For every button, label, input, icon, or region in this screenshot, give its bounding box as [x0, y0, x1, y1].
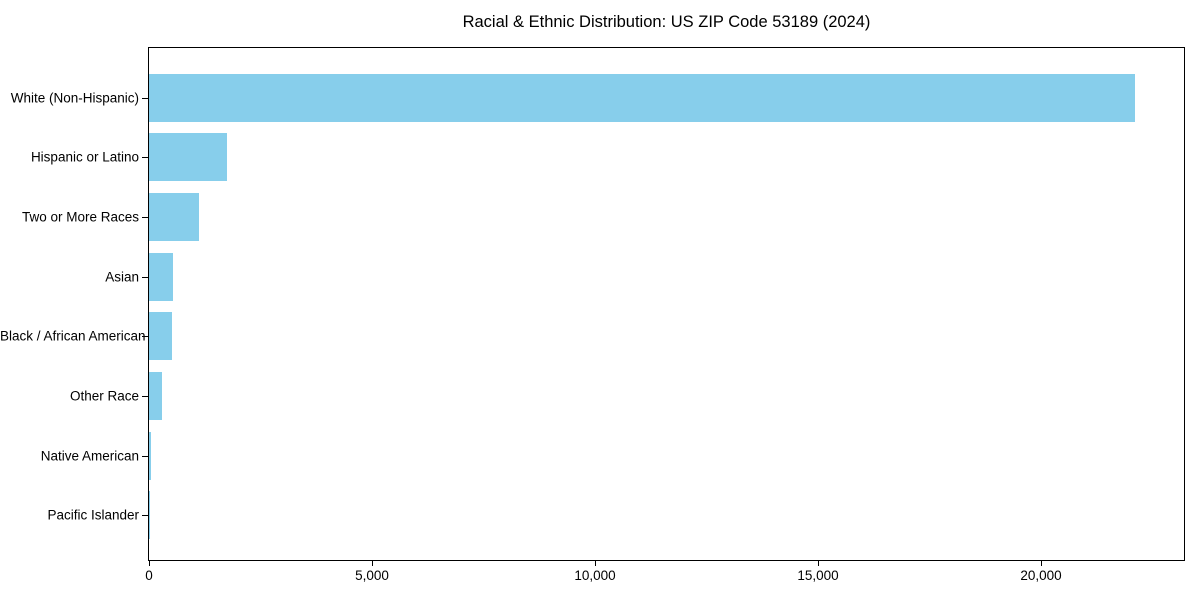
- y-tick-label: Native American: [40, 448, 139, 464]
- y-axis-tick: [142, 396, 148, 397]
- bar: [149, 252, 173, 301]
- x-tick-label: 0: [145, 568, 153, 583]
- y-axis-tick: [142, 455, 148, 457]
- chart-title: Racial & Ethnic Distribution: US ZIP Cod…: [462, 13, 871, 31]
- y-tick-label: Hispanic or Latino: [30, 149, 139, 165]
- y-axis-tick: [142, 157, 148, 159]
- x-axis-tick: [818, 561, 820, 566]
- y-tick-label: White (Non-Hispanic): [10, 90, 139, 106]
- x-axis-tick: [595, 561, 597, 566]
- bar: [149, 431, 151, 480]
- x-axis-tick: [149, 561, 150, 566]
- x-tick-label: 20,000: [1020, 568, 1062, 583]
- plot-area: [148, 47, 1185, 561]
- bar: [149, 193, 200, 242]
- bar: [149, 372, 162, 420]
- y-axis-tick: [142, 336, 148, 338]
- y-tick-label: Asian: [105, 269, 139, 285]
- x-axis-tick: [372, 561, 373, 566]
- x-tick-label: 5,000: [355, 568, 389, 583]
- bar: [149, 133, 228, 182]
- y-tick-label: Pacific Islander: [47, 507, 139, 523]
- bar: [149, 73, 1135, 122]
- bar: [149, 312, 172, 361]
- x-axis-tick: [1041, 561, 1043, 566]
- y-axis-tick: [142, 97, 148, 99]
- y-tick-label: Two or More Races: [21, 209, 139, 225]
- x-tick-label: 10,000: [574, 568, 616, 583]
- y-axis-tick: [142, 217, 148, 219]
- y-axis-tick: [142, 515, 148, 517]
- y-axis-tick: [142, 276, 148, 278]
- y-tick-label: Black / African American: [0, 328, 146, 344]
- x-tick-label: 15,000: [797, 568, 839, 583]
- y-tick-label: Other Race: [69, 388, 139, 404]
